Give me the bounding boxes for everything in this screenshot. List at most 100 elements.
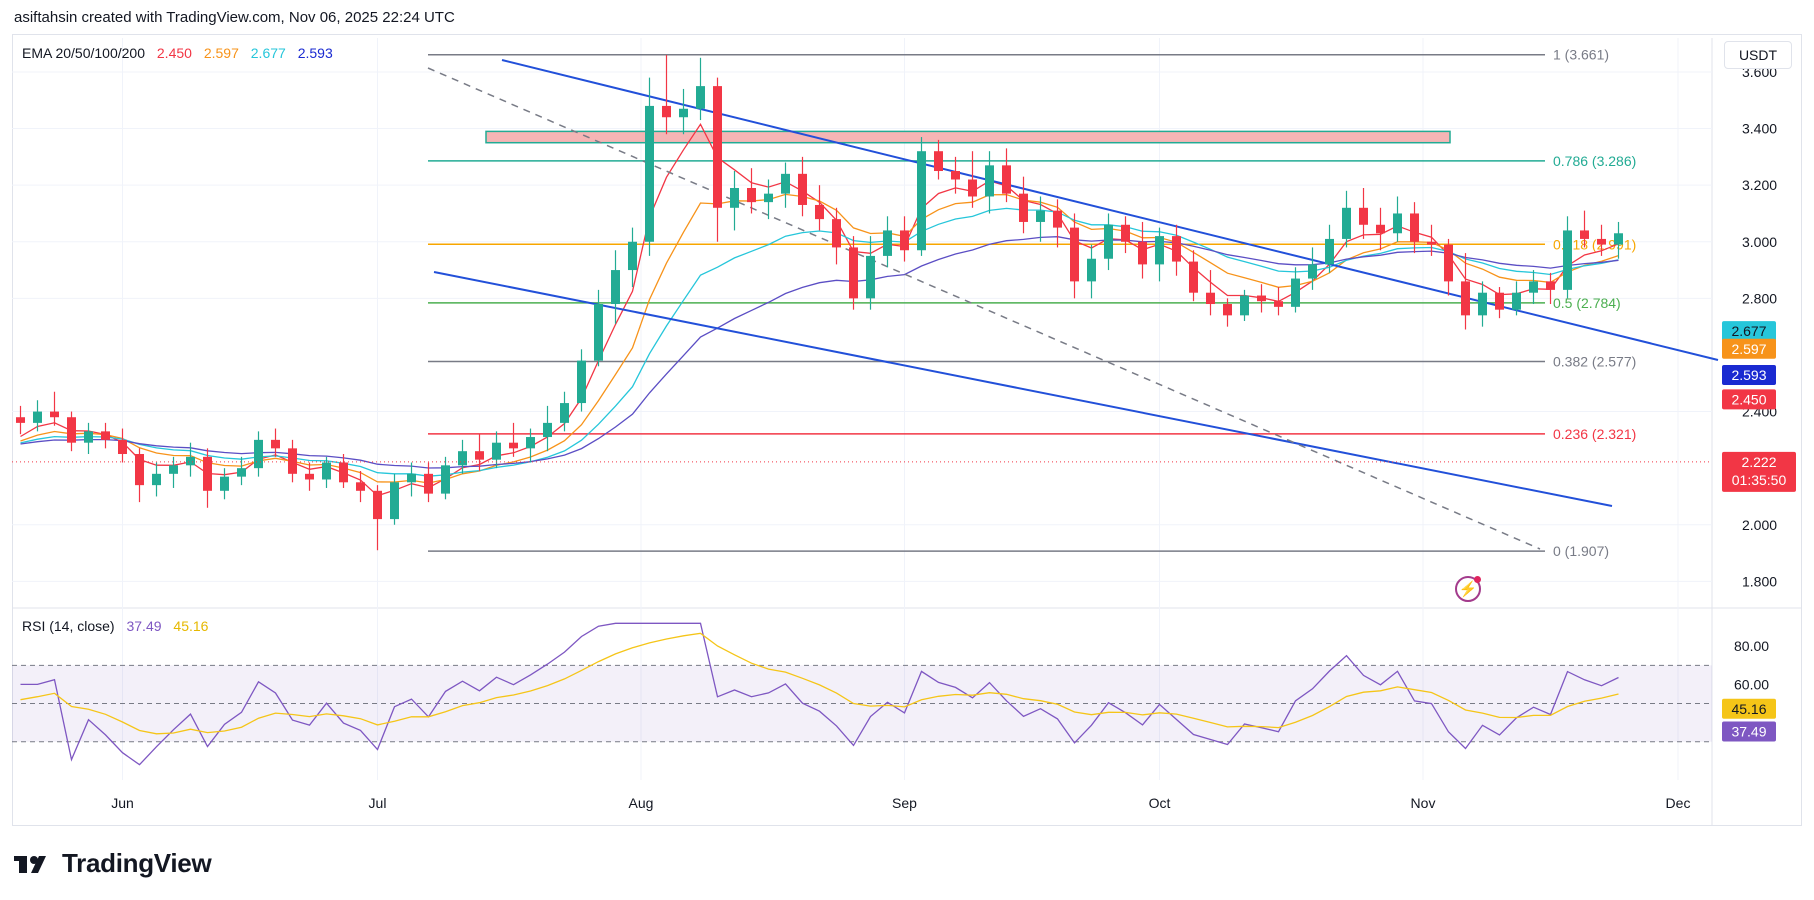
candle-body (645, 105, 654, 242)
candle-body (560, 403, 569, 423)
candle-body (390, 482, 399, 520)
candle-body (1121, 224, 1130, 242)
currency-button[interactable]: USDT (1724, 41, 1792, 69)
price-tag (1722, 389, 1776, 410)
candle-body (1563, 230, 1572, 290)
rsi-ma-line (20, 632, 1619, 735)
candle-body (696, 86, 705, 109)
price-tag-text: 2.597 (1731, 341, 1766, 357)
rsi-tag (1722, 698, 1776, 719)
candle-body (1019, 193, 1028, 222)
candle-body (1512, 292, 1521, 310)
x-tick-label: Aug (629, 795, 654, 811)
candle-body (679, 108, 688, 118)
rsi-legend-label: RSI (14, close) (22, 618, 115, 634)
candle-body (118, 439, 127, 455)
candle-body (1104, 224, 1113, 259)
rsi-legend: RSI (14, close) 37.49 45.16 (22, 618, 216, 634)
channel-upper-line (501, 59, 1719, 361)
candle-body (322, 462, 331, 480)
candle-body (1291, 278, 1300, 307)
x-tick-label: Dec (1666, 795, 1691, 811)
candle-body (237, 468, 246, 477)
candle-body (866, 255, 875, 299)
resistance-zone (485, 130, 1451, 144)
candle-body (1053, 210, 1062, 228)
x-tick-label: Jul (369, 795, 387, 811)
candle-body (50, 411, 59, 418)
candle-body (373, 490, 382, 520)
x-tick-label: Oct (1149, 795, 1171, 811)
lightning-icon[interactable]: ⚡ (1455, 576, 1481, 602)
candle-body (628, 241, 637, 271)
y-tick-label: 1.800 (1742, 573, 1777, 589)
candle-body (1342, 207, 1351, 239)
ema20-value: 2.450 (156, 45, 192, 61)
channel-lower-line (433, 271, 1613, 507)
fib-level-label: 0.236 (2.321) (1553, 426, 1636, 442)
candle-body (1070, 227, 1079, 282)
candle-body (1036, 210, 1045, 222)
candle-body (458, 451, 467, 466)
candle-body (730, 187, 739, 208)
candle-body (33, 411, 42, 423)
candle-body (1308, 264, 1317, 279)
price-tag (1722, 364, 1776, 385)
candle-body (832, 219, 841, 248)
y-tick-label: 2.800 (1742, 290, 1777, 306)
candle-body (509, 442, 518, 449)
price-labels: 2.677 2.597 2.593 2.450 2.222 01:35:50 (12, 321, 1796, 492)
ema-legend-label: EMA 20/50/100/200 (22, 45, 145, 61)
y-tick-label: 3.400 (1742, 121, 1777, 137)
brand-name: TradingView (62, 848, 212, 878)
rsi-line (20, 622, 1619, 766)
candle-body (305, 473, 314, 480)
candle-body (526, 437, 535, 449)
candle-body (1189, 261, 1198, 293)
fib-level-label: 1 (3.661) (1553, 47, 1609, 63)
candle-body (1461, 281, 1470, 316)
ema100-line (20, 207, 1619, 477)
candle-body (883, 230, 892, 256)
current-price-text: 2.222 (1741, 454, 1776, 470)
falling-channel (427, 59, 1719, 550)
tradingview-logo-icon (14, 855, 46, 873)
y-tick-label: 3.000 (1742, 234, 1777, 250)
candles (16, 54, 1623, 551)
candle-body (1206, 292, 1215, 305)
candle-body (67, 417, 76, 443)
candle-body (934, 151, 943, 172)
candle-body (1529, 281, 1538, 293)
candle-body (1478, 292, 1487, 316)
fib-trend-line (427, 67, 1541, 550)
candle-body (1546, 281, 1555, 290)
x-tick-label: Nov (1411, 795, 1436, 811)
ema50-value: 2.597 (203, 45, 239, 61)
rsi-tick-label: 80.00 (1734, 638, 1769, 654)
fib-level-label: 0.786 (3.286) (1553, 153, 1636, 169)
candle-body (713, 86, 722, 208)
candle-body (186, 456, 195, 466)
candle-body (441, 465, 450, 494)
candle-body (475, 451, 484, 460)
ema200-value: 2.593 (297, 45, 333, 61)
candle-body (781, 173, 790, 194)
attribution-text: asiftahsin created with TradingView.com,… (14, 9, 455, 26)
candle-body (1223, 304, 1232, 316)
candle-body (849, 247, 858, 299)
candle-body (815, 204, 824, 220)
candle-body (1325, 238, 1334, 265)
candle-body (1597, 238, 1606, 245)
candle-body (543, 422, 552, 438)
candle-body (1155, 236, 1164, 265)
rsi-pane: 80.00 60.00 45.16 37.49 (12, 622, 1776, 766)
tradingview-logo[interactable]: TradingView (14, 848, 212, 879)
candle-body (339, 462, 348, 483)
candle-body (1376, 224, 1385, 234)
candle-body (1427, 241, 1436, 245)
notification-dot (1474, 576, 1481, 583)
candle-body (101, 431, 110, 440)
candle-body (1087, 258, 1096, 282)
price-tag (1722, 321, 1776, 342)
